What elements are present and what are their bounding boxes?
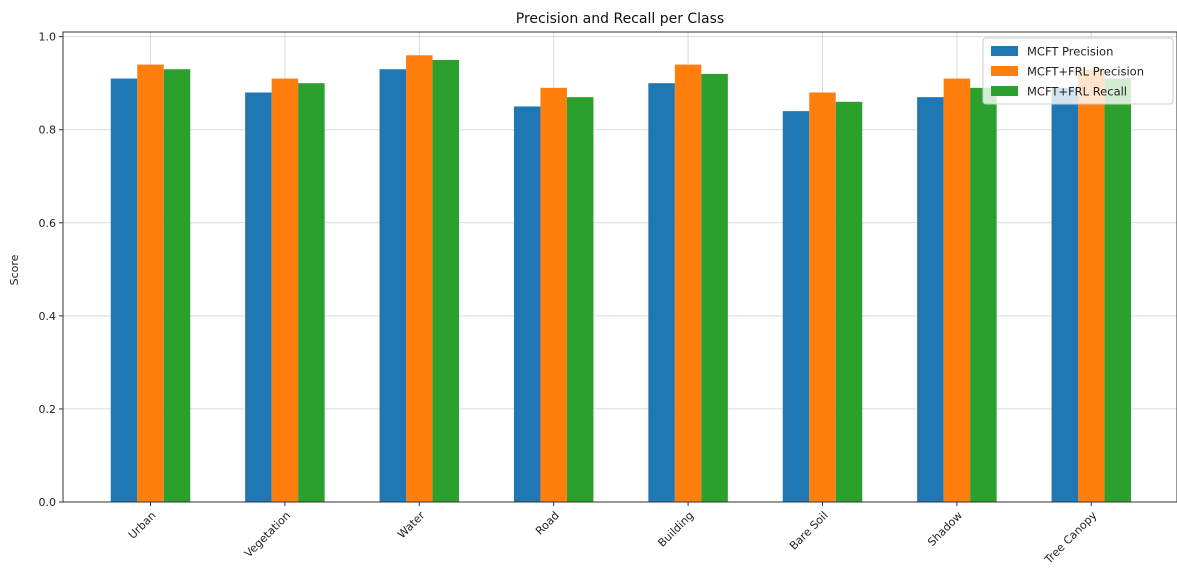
y-tick-label: 0.8 <box>39 124 57 137</box>
bar <box>271 78 299 502</box>
x-tick-label: Road <box>533 509 562 538</box>
bar <box>674 64 702 503</box>
bar <box>513 106 541 502</box>
bar <box>943 78 971 502</box>
x-tick-label: Tree Canopy <box>1041 509 1099 567</box>
bar <box>245 92 272 502</box>
x-tick-label: Bare Soil <box>787 509 831 553</box>
bar <box>379 69 407 502</box>
y-tick-label: 0.4 <box>39 310 57 323</box>
y-tick-label: 1.0 <box>39 31 57 44</box>
legend-label: MCFT+FRL Precision <box>1027 65 1144 79</box>
legend-box <box>982 37 1174 105</box>
y-tick-label: 0.6 <box>39 217 57 230</box>
bar <box>1051 87 1079 502</box>
x-tick-label: Building <box>655 509 696 550</box>
bar <box>782 111 810 502</box>
bar <box>163 69 191 502</box>
legend-swatch <box>991 46 1018 56</box>
bar <box>406 55 433 502</box>
legend: MCFT Precision MCFT+FRL Precision MCFT+FRL… <box>982 37 1174 105</box>
bar <box>298 83 325 503</box>
legend-swatch <box>991 86 1018 96</box>
plot-frame <box>62 31 1177 503</box>
y-axis-label: Score <box>8 254 21 285</box>
bar <box>432 59 460 503</box>
chart-title: Precision and Recall per Class <box>516 11 724 27</box>
bar <box>917 97 944 503</box>
x-tick-label: Water <box>395 509 428 542</box>
x-axis-ticks: Urban Vegetation Water Road Building Bare Soi… <box>126 502 1100 567</box>
y-axis-ticks: 0.0 0.2 0.4 0.6 0.8 1.0 <box>39 31 63 509</box>
bar <box>809 92 836 502</box>
bar <box>1078 69 1105 502</box>
legend-label: MCFT Precision <box>1027 45 1113 59</box>
x-tick-label: Shadow <box>925 509 965 549</box>
bar <box>701 73 728 502</box>
x-tick-label: Urban <box>126 509 159 542</box>
bar <box>137 64 164 503</box>
bar <box>1104 78 1132 502</box>
legend-swatch <box>991 66 1018 76</box>
bar <box>566 97 594 503</box>
bar <box>970 87 997 502</box>
legend-label: MCFT+FRL Recall <box>1027 85 1127 99</box>
bar <box>540 87 567 502</box>
y-tick-label: 0.0 <box>39 496 57 509</box>
bars <box>110 55 1132 503</box>
x-tick-label: Vegetation <box>242 509 293 560</box>
bar <box>835 101 863 503</box>
bar <box>648 83 675 503</box>
y-tick-label: 0.2 <box>39 403 57 416</box>
bar <box>110 78 138 502</box>
